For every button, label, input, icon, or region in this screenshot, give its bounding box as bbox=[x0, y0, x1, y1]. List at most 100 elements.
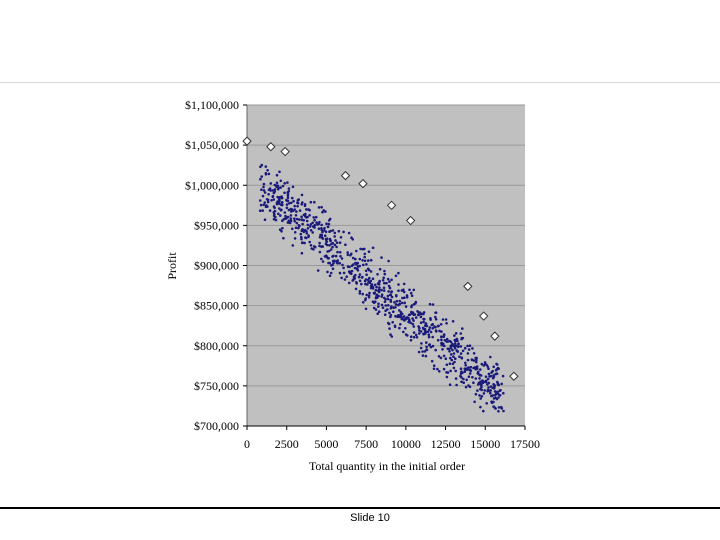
sample-point bbox=[320, 227, 323, 230]
sample-point bbox=[464, 385, 468, 389]
sample-point bbox=[381, 306, 385, 310]
sample-point bbox=[300, 251, 304, 255]
x-tick-label: 7500 bbox=[354, 437, 378, 451]
sample-point bbox=[325, 222, 328, 225]
sample-point bbox=[355, 249, 358, 253]
sample-point bbox=[312, 248, 315, 251]
sample-point bbox=[384, 304, 388, 307]
sample-point bbox=[399, 323, 402, 326]
sample-point bbox=[351, 256, 355, 260]
sample-point bbox=[463, 370, 467, 374]
sample-point bbox=[313, 200, 316, 204]
sample-point bbox=[281, 226, 284, 230]
sample-point bbox=[502, 391, 505, 395]
sample-point bbox=[296, 204, 299, 208]
sample-point bbox=[461, 327, 464, 330]
sample-point bbox=[444, 357, 448, 361]
sample-point bbox=[454, 357, 457, 361]
sample-point bbox=[449, 356, 452, 360]
sample-point bbox=[482, 409, 485, 413]
sample-point bbox=[308, 208, 311, 212]
sample-point bbox=[369, 286, 373, 290]
sample-point bbox=[435, 330, 438, 333]
sample-point bbox=[399, 310, 403, 314]
sample-point bbox=[429, 330, 433, 334]
sample-point bbox=[334, 239, 337, 242]
sample-point bbox=[342, 271, 346, 275]
sample-point bbox=[471, 375, 474, 379]
sample-point bbox=[321, 210, 324, 214]
x-axis-title: Total quantity in the initial order bbox=[309, 459, 465, 473]
sample-point bbox=[495, 372, 499, 376]
x-tick-label: 15000 bbox=[470, 437, 500, 451]
sample-point bbox=[363, 247, 366, 251]
sample-point bbox=[347, 270, 351, 273]
sample-point bbox=[480, 395, 484, 398]
sample-point bbox=[275, 173, 279, 177]
sample-point bbox=[422, 320, 425, 324]
sample-point bbox=[278, 200, 281, 203]
sample-point bbox=[496, 383, 500, 386]
y-tick-label: $950,000 bbox=[194, 218, 239, 232]
sample-point bbox=[326, 270, 329, 274]
sample-point bbox=[459, 345, 463, 348]
sample-point bbox=[367, 259, 370, 262]
sample-point bbox=[380, 288, 383, 292]
sample-point bbox=[479, 405, 482, 409]
sample-point bbox=[302, 229, 305, 232]
sample-point bbox=[393, 301, 396, 304]
sample-point bbox=[298, 209, 302, 212]
sample-point bbox=[279, 214, 282, 217]
sample-point bbox=[305, 208, 308, 211]
sample-point bbox=[291, 227, 294, 231]
sample-point bbox=[377, 302, 380, 306]
sample-point bbox=[282, 217, 286, 221]
y-tick-label: $1,100,000 bbox=[185, 98, 239, 112]
sample-point bbox=[279, 179, 283, 183]
sample-point bbox=[290, 208, 294, 211]
sample-point bbox=[280, 203, 284, 206]
sample-point bbox=[264, 172, 268, 175]
sample-point bbox=[443, 344, 446, 348]
sample-point bbox=[358, 279, 362, 283]
sample-point bbox=[439, 356, 443, 360]
sample-point bbox=[480, 388, 484, 392]
sample-point bbox=[453, 342, 457, 345]
sample-point bbox=[456, 350, 459, 353]
sample-point bbox=[476, 372, 480, 375]
sample-point bbox=[354, 287, 358, 291]
sample-point bbox=[485, 402, 489, 405]
sample-point bbox=[334, 254, 338, 258]
sample-point bbox=[263, 218, 267, 221]
sample-point bbox=[323, 234, 327, 237]
frontier-point bbox=[358, 178, 368, 189]
y-tick-label: $750,000 bbox=[194, 379, 239, 393]
sample-point bbox=[423, 317, 426, 321]
sample-point bbox=[341, 263, 344, 267]
sample-point bbox=[407, 313, 411, 317]
sample-point bbox=[437, 355, 441, 358]
sample-point bbox=[317, 227, 321, 230]
sample-point bbox=[293, 237, 297, 240]
sample-point bbox=[493, 384, 496, 388]
sample-point bbox=[460, 337, 464, 340]
sample-point bbox=[492, 405, 495, 408]
sample-point bbox=[404, 305, 408, 308]
sample-point bbox=[397, 283, 400, 286]
x-tick-label: 5000 bbox=[314, 437, 338, 451]
sample-point bbox=[382, 286, 386, 290]
sample-point bbox=[460, 356, 464, 360]
sample-point bbox=[388, 311, 391, 315]
sample-point bbox=[301, 201, 304, 204]
sample-point bbox=[368, 276, 371, 280]
sample-point bbox=[272, 198, 276, 201]
sample-point bbox=[459, 332, 463, 335]
sample-point bbox=[468, 368, 472, 372]
sample-point bbox=[445, 363, 449, 367]
sample-point bbox=[277, 186, 280, 190]
sample-point bbox=[272, 217, 276, 221]
sample-point bbox=[315, 221, 318, 224]
sample-point bbox=[321, 245, 325, 248]
sample-point bbox=[265, 204, 268, 207]
sample-point bbox=[448, 350, 451, 353]
